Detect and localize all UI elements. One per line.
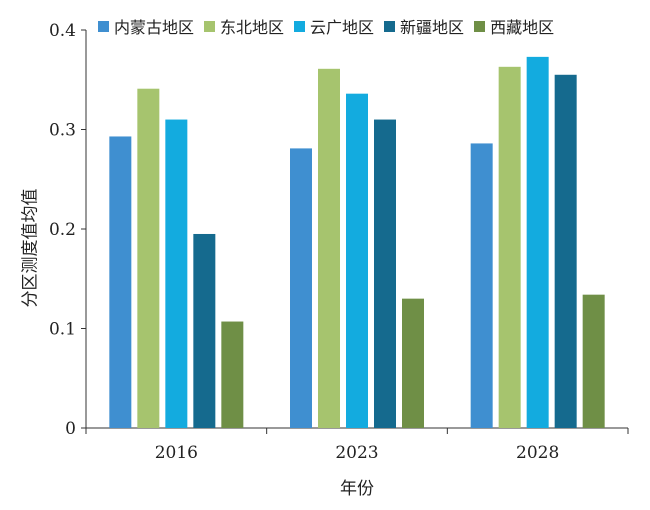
bar — [193, 233, 216, 428]
legend-label: 东北地区 — [220, 18, 285, 37]
legend-item: 内蒙古地区 — [98, 14, 194, 38]
y-tick-label: 0.1 — [49, 320, 76, 340]
legend-item: 云广地区 — [294, 14, 374, 38]
y-tick-label: 0.2 — [49, 220, 76, 240]
bar — [526, 56, 549, 429]
legend-label: 内蒙古地区 — [114, 18, 195, 37]
y-axis-label: 分区测度值均值 — [20, 188, 41, 308]
legend-swatch — [384, 20, 396, 32]
y-tick-label: 0.4 — [49, 21, 76, 41]
bar — [582, 294, 605, 428]
legend-swatch — [98, 20, 109, 32]
y-tick-label: 0 — [65, 419, 76, 439]
x-tick-label: 2016 — [155, 443, 198, 463]
legend-item: 东北地区 — [204, 14, 284, 38]
bar — [498, 66, 521, 428]
legend: 内蒙古地区 东北地区 云广地区 新疆地区 西藏地区 — [98, 14, 564, 38]
bar — [554, 74, 577, 429]
x-tick-label: 2023 — [335, 443, 378, 463]
legend-label: 西藏地区 — [490, 18, 555, 37]
legend-label: 新疆地区 — [400, 18, 465, 37]
bar — [137, 88, 160, 428]
legend-swatch — [204, 20, 216, 32]
x-tick-label: 2028 — [516, 443, 559, 463]
bar — [318, 68, 340, 429]
legend-item: 西藏地区 — [474, 14, 554, 38]
legend-label: 云广地区 — [310, 18, 375, 37]
bar — [109, 136, 132, 428]
bar — [346, 93, 368, 429]
y-tick-label: 0.3 — [49, 121, 76, 141]
bar — [221, 321, 244, 428]
bar — [165, 119, 188, 429]
legend-swatch — [474, 20, 486, 32]
legend-swatch — [294, 20, 306, 32]
bar — [402, 298, 424, 428]
legend-item: 新疆地区 — [384, 14, 464, 38]
bar — [290, 148, 312, 428]
x-axis-label: 年份 — [340, 479, 374, 499]
bar — [374, 119, 396, 429]
bar — [470, 143, 493, 428]
